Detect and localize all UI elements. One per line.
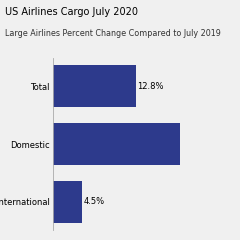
Text: US Airlines Cargo July 2020: US Airlines Cargo July 2020 [5, 7, 138, 17]
Text: 4.5%: 4.5% [83, 197, 104, 206]
Bar [53, 66, 136, 107]
Text: Large Airlines Percent Change Compared to July 2019: Large Airlines Percent Change Compared t… [5, 29, 221, 38]
Bar [53, 181, 82, 222]
Bar [53, 123, 180, 165]
Text: 12.8%: 12.8% [137, 82, 164, 91]
